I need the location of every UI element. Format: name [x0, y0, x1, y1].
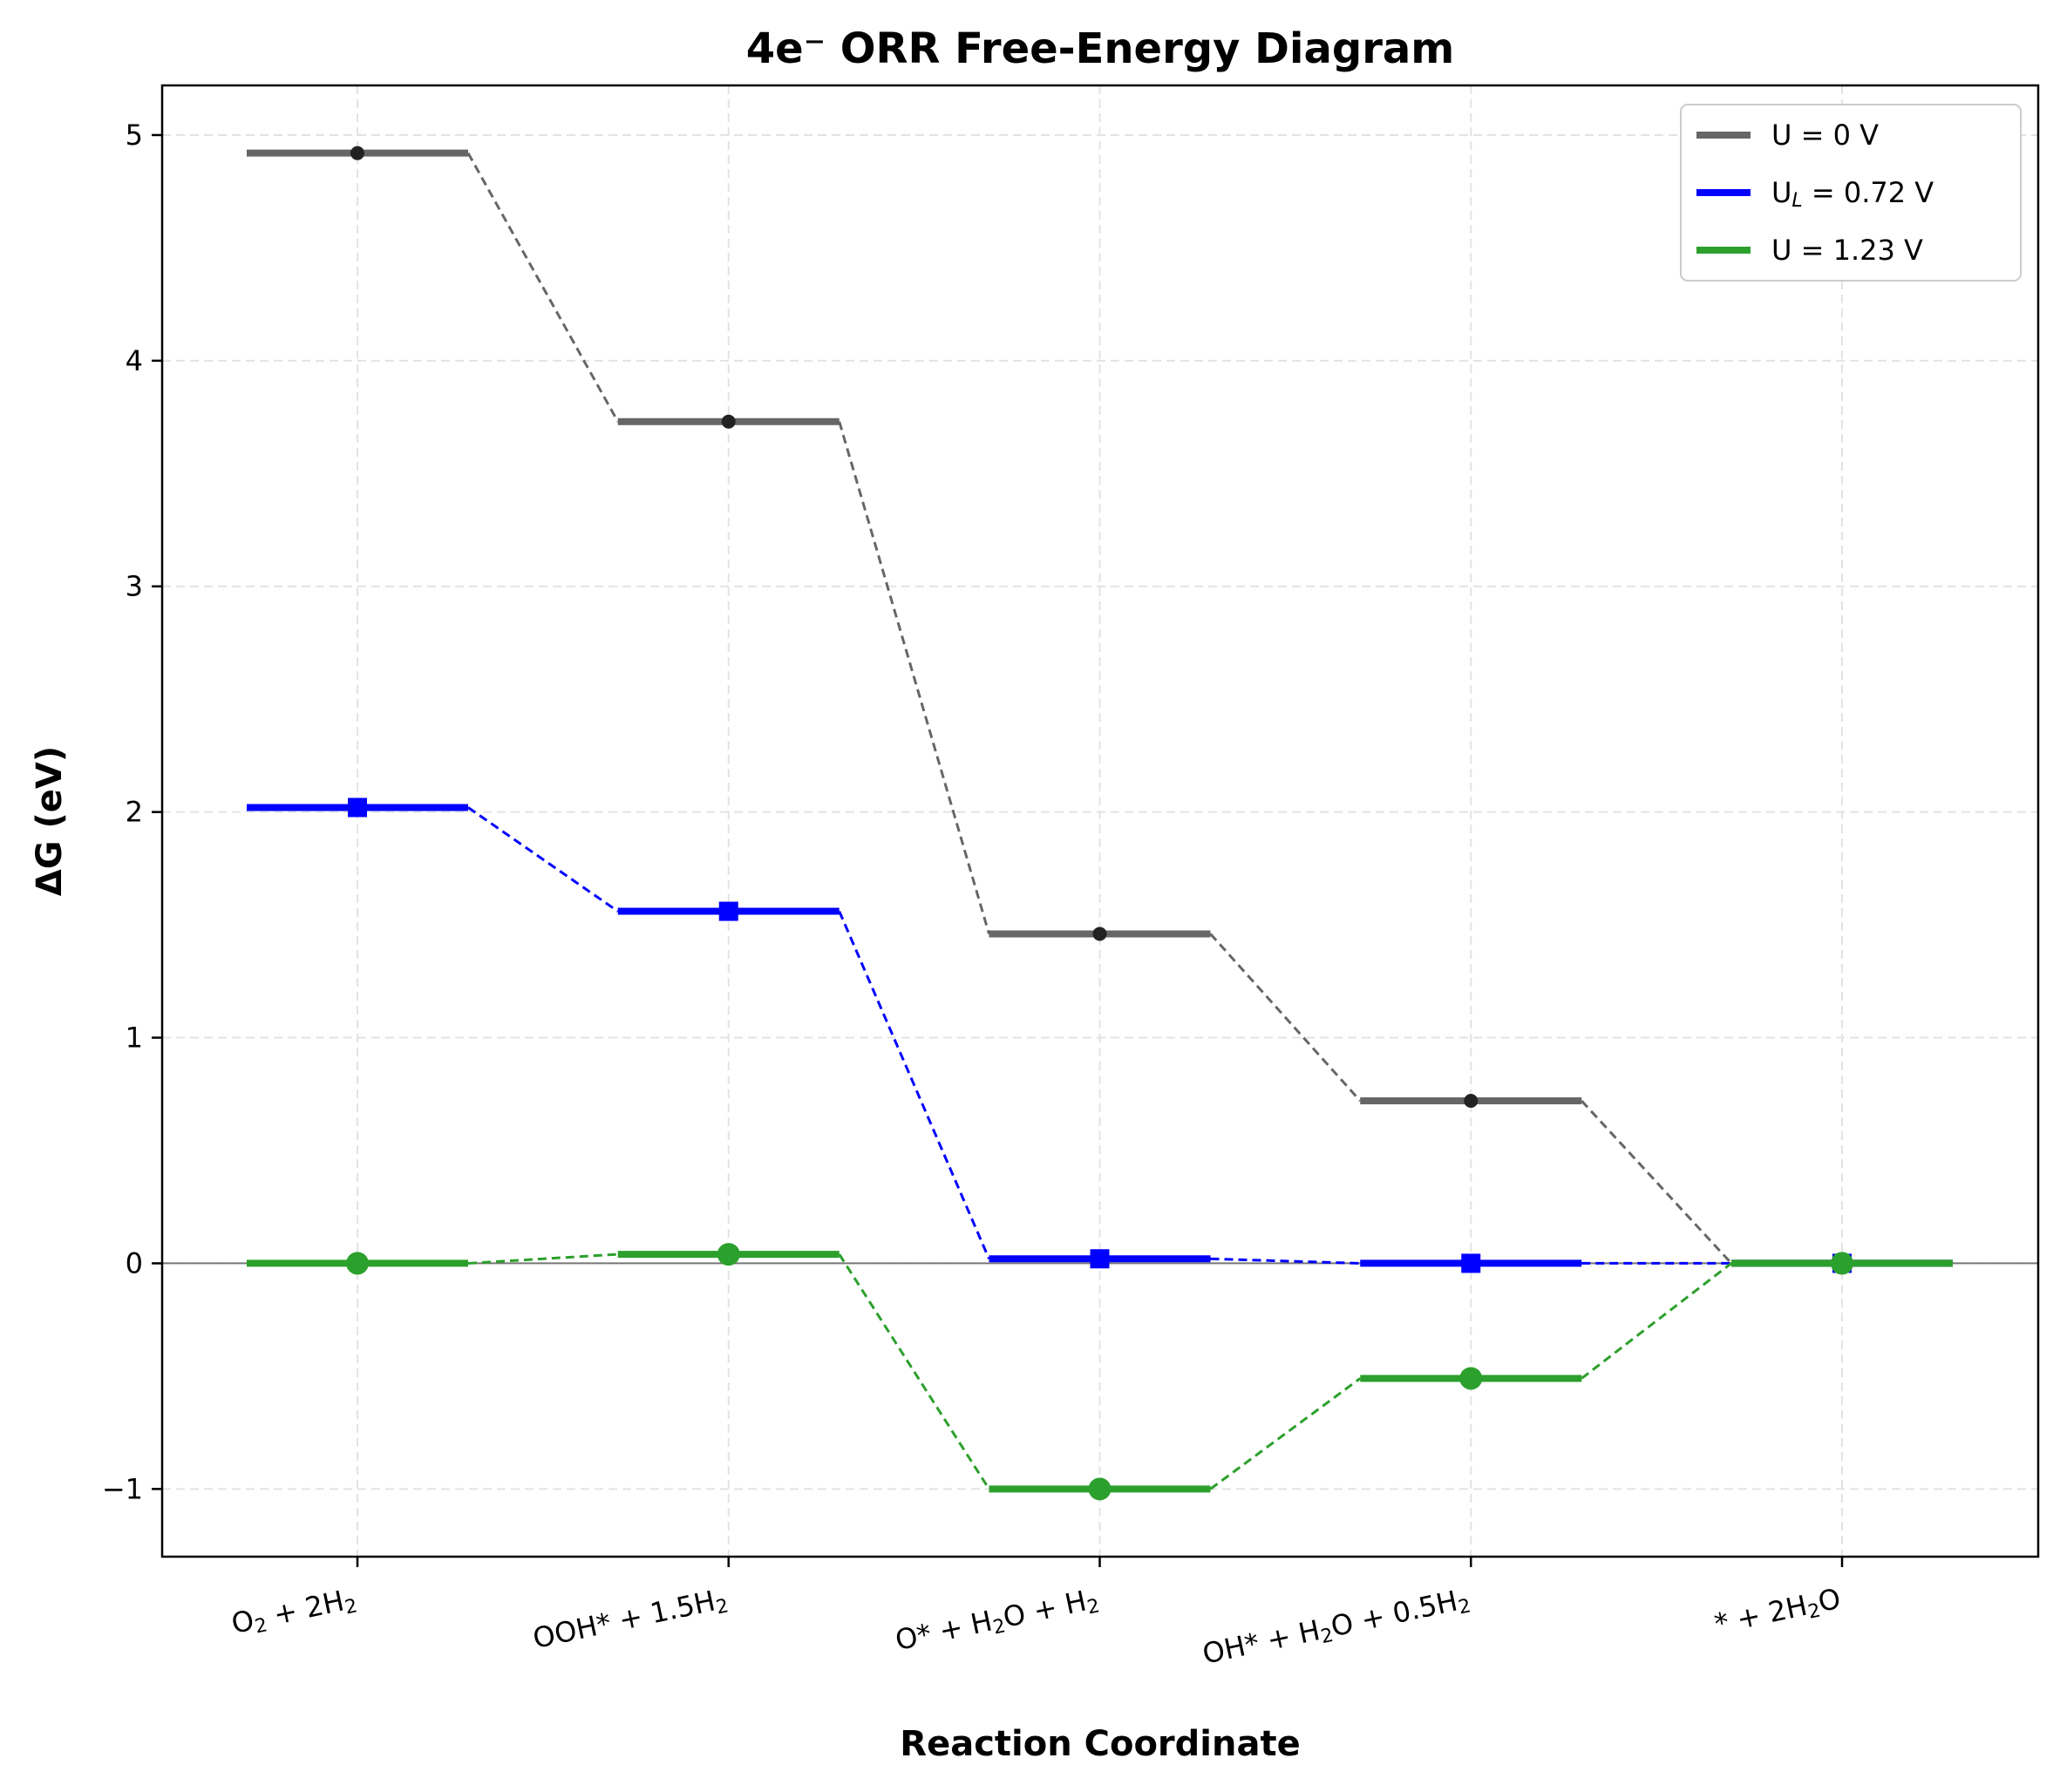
legend-label: U = 1.23 V [1771, 234, 1923, 267]
connector-line [466, 152, 620, 423]
data-point [348, 798, 367, 818]
x-axis: O2 + 2H2 OOH* + 1.5H2 O* + H2O + H2 OH* + H… [228, 1557, 1844, 1673]
x-tick-label: OH* + H2O + 0.5H2 [1200, 1582, 1472, 1673]
data-point [1090, 1249, 1110, 1269]
data-point [1461, 1253, 1481, 1273]
y-tick-label: 1 [126, 1022, 143, 1055]
y-tick-label: 0 [126, 1246, 143, 1280]
legend-item: UL = 0.72 V [1696, 176, 1934, 212]
legend-label: UL = 0.72 V [1771, 176, 1934, 212]
y-axis-title: ΔG (eV) [30, 746, 70, 896]
connector-line [1209, 933, 1362, 1103]
connector-line [1209, 1377, 1362, 1490]
x-tick-label: O* + H2O + H2 [893, 1582, 1102, 1660]
legend-box [1680, 104, 2022, 282]
data-point [718, 901, 738, 921]
connector-line [1581, 1262, 1732, 1380]
legend-item: U = 0 V [1696, 119, 1879, 152]
connector-line [838, 910, 990, 1259]
data-point [721, 414, 736, 429]
data-point [350, 146, 364, 160]
data-point [717, 1243, 740, 1266]
x-tick-label: O2 + 2H2 [228, 1582, 359, 1643]
connector-line [467, 806, 619, 913]
series-3 [247, 1243, 1953, 1501]
series-layer [247, 146, 1953, 1501]
legend-item: U = 1.23 V [1696, 234, 1923, 267]
legend: U = 0 V UL = 0.72 V U = 1.23 V [1680, 104, 2022, 282]
y-tick-label: −1 [102, 1472, 143, 1505]
chart-title: 4e⁻ ORR Free-Energy Diagram [746, 24, 1455, 73]
connector-line [838, 421, 990, 934]
connector-line [467, 1252, 618, 1265]
data-point [1464, 1094, 1479, 1109]
data-point [346, 1252, 369, 1275]
x-tick-label: * + 2H2O [1711, 1582, 1844, 1643]
connector-line [1581, 1100, 1733, 1265]
legend-label: U = 0 V [1771, 119, 1879, 152]
data-point [1459, 1367, 1483, 1390]
data-point [1092, 927, 1107, 941]
x-axis-title: Reaction Coordinate [900, 1724, 1300, 1764]
y-tick-label: 2 [126, 796, 143, 829]
data-point [1831, 1252, 1853, 1275]
y-tick-label: 3 [126, 570, 143, 603]
data-point [1088, 1477, 1112, 1501]
plot-area-frame [160, 84, 2040, 1558]
y-tick-label: 4 [126, 344, 143, 377]
connector-line [1210, 1257, 1361, 1265]
y-axis: −1 0 1 2 3 4 5 [102, 119, 162, 1505]
y-tick-label: 5 [126, 119, 143, 152]
connector-line [838, 1253, 990, 1490]
grid-layer [162, 85, 2038, 1557]
x-tick-label: OOH* + 1.5H2 [530, 1582, 731, 1658]
